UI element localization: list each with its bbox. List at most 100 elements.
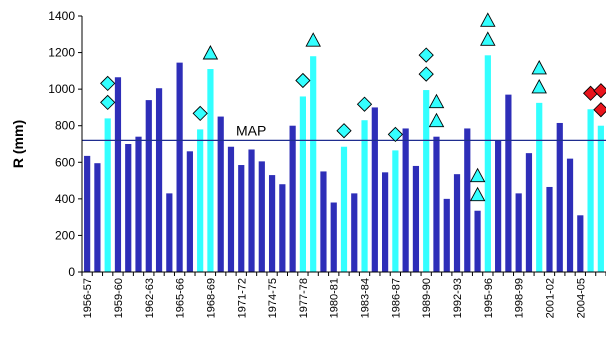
bar-1974-75 xyxy=(268,175,276,272)
diamond-marker-1983-84-1 xyxy=(356,96,373,112)
triangle-marker-1994-95-1 xyxy=(469,186,486,202)
y-tick-label-200: 200 xyxy=(55,228,75,242)
triangle-marker-1994-95-2 xyxy=(469,167,486,183)
bar-1969-70 xyxy=(217,116,224,272)
diamond-marker-1989-90-1 xyxy=(418,66,434,82)
bar-1983-84 xyxy=(361,120,368,272)
bar-1980-81 xyxy=(330,202,337,272)
x-tick-labels: 1956-57 1959-60 1962-63 1965-66 1968-69 1971-… xyxy=(81,272,606,318)
x-tick-label-1968-69: 1968-69 xyxy=(205,278,217,318)
bar-1997-98 xyxy=(505,94,512,272)
bar-2004-05 xyxy=(577,215,584,272)
bar-1998-99 xyxy=(515,193,522,272)
diamond-marker-1989-90-2 xyxy=(418,47,434,63)
bars-layer xyxy=(84,55,604,273)
triangle-marker-1995-96-2 xyxy=(480,12,496,27)
diamond-marker-2006-07-1 xyxy=(593,102,606,118)
bar-1990-91 xyxy=(433,136,440,272)
bar-2002-03 xyxy=(556,122,563,272)
bar-1988-89 xyxy=(412,165,420,272)
x-tick-label-1983-84: 1983-84 xyxy=(360,278,372,318)
bar-1987-88 xyxy=(402,128,409,272)
y-tick-labels: 0 200 400 600 800 1000 1200 1400 xyxy=(48,9,82,279)
bar-1960-61 xyxy=(125,144,132,272)
bar-1956-57 xyxy=(84,155,91,272)
diamond-marker-1981-82-1 xyxy=(336,123,352,139)
y-tick-label-1200: 1200 xyxy=(48,46,75,60)
bar-1972-73 xyxy=(248,149,255,272)
bar-1992-93 xyxy=(453,174,461,272)
y-tick-label-600: 600 xyxy=(55,155,75,169)
markers-layer xyxy=(100,12,606,202)
bar-1977-78 xyxy=(299,96,306,273)
bar-1996-97 xyxy=(495,140,502,272)
bar-1963-64 xyxy=(155,88,163,272)
bar-1994-95 xyxy=(474,210,481,272)
triangle-marker-1968-69-1 xyxy=(202,45,219,60)
x-tick-label-2001-02: 2001-02 xyxy=(544,278,556,318)
x-tick-label-1989-90: 1989-90 xyxy=(421,278,433,318)
bar-1962-63 xyxy=(145,100,152,272)
x-tick-label-1986-87: 1986-87 xyxy=(390,278,402,318)
triangle-marker-1990-91-2 xyxy=(428,93,445,109)
x-tick-label-1998-99: 1998-99 xyxy=(514,278,526,318)
bar-1982-83 xyxy=(351,193,358,272)
map-reference-layer: MAP xyxy=(82,122,606,141)
bar-2005-06 xyxy=(587,109,594,272)
bar-1973-74 xyxy=(258,161,265,272)
x-tick-label-1980-81: 1980-81 xyxy=(329,278,341,318)
bar-1993-94 xyxy=(464,128,471,272)
x-tick-label-1974-75: 1974-75 xyxy=(267,278,279,318)
y-tick-label-1400: 1400 xyxy=(48,9,75,23)
bar-1970-71 xyxy=(227,146,235,272)
bar-1965-66 xyxy=(176,62,183,272)
map-label: MAP xyxy=(236,122,266,138)
bar-1959-60 xyxy=(114,77,122,272)
bar-1966-67 xyxy=(186,151,193,272)
diamond-marker-1958-59-2 xyxy=(100,75,116,92)
bar-1985-86 xyxy=(382,172,389,272)
bar-1958-59 xyxy=(104,118,111,273)
bar-1991-92 xyxy=(443,198,450,272)
bar-1971-72 xyxy=(238,165,245,272)
bar-1989-90 xyxy=(423,90,430,272)
bar-1995-96 xyxy=(484,55,491,273)
bar-1975-76 xyxy=(279,184,286,272)
bar-1957-58 xyxy=(94,163,101,272)
bar-2001-02 xyxy=(546,186,553,272)
y-axis-label: R (mm) xyxy=(10,120,26,168)
axes-layer xyxy=(81,16,606,273)
x-tick-label-1956-57: 1956-57 xyxy=(82,278,94,318)
diamond-marker-1977-78-1 xyxy=(295,72,311,89)
x-tick-label-1977-78: 1977-78 xyxy=(298,278,310,318)
y-tick-label-400: 400 xyxy=(55,192,75,206)
bar-1964-65 xyxy=(166,193,173,272)
triangle-marker-2000-01-1 xyxy=(531,78,547,94)
x-tick-label-1965-66: 1965-66 xyxy=(175,278,187,318)
bar-1979-80 xyxy=(320,171,327,272)
bar-1999-00 xyxy=(525,153,533,272)
triangle-marker-1995-96-1 xyxy=(480,31,496,46)
diamond-marker-1958-59-1 xyxy=(100,94,116,111)
bar-2003-04 xyxy=(566,158,574,272)
triangle-marker-1978-79-1 xyxy=(305,32,321,47)
bar-1986-87 xyxy=(392,150,399,272)
x-tick-label-1995-96: 1995-96 xyxy=(483,278,495,318)
x-tick-label-1959-60: 1959-60 xyxy=(113,278,125,318)
bar-2000-01 xyxy=(536,102,543,272)
y-tick-label-1000: 1000 xyxy=(48,82,75,96)
bar-1981-82 xyxy=(340,146,348,272)
bar-1976-77 xyxy=(289,125,296,273)
bar-1968-69 xyxy=(207,69,214,272)
x-tick-label-1971-72: 1971-72 xyxy=(236,278,248,318)
x-tick-label-1992-93: 1992-93 xyxy=(452,278,464,318)
bar-1967-68 xyxy=(197,129,204,272)
y-tick-label-0: 0 xyxy=(68,265,75,279)
x-tick-label-2004-05: 2004-05 xyxy=(575,278,587,318)
bar-1978-79 xyxy=(310,56,317,273)
x-tick-label-1962-63: 1962-63 xyxy=(144,278,156,318)
bar-1984-85 xyxy=(371,107,378,273)
bar-2006-07 xyxy=(597,125,604,273)
bar-1961-62 xyxy=(135,136,142,272)
